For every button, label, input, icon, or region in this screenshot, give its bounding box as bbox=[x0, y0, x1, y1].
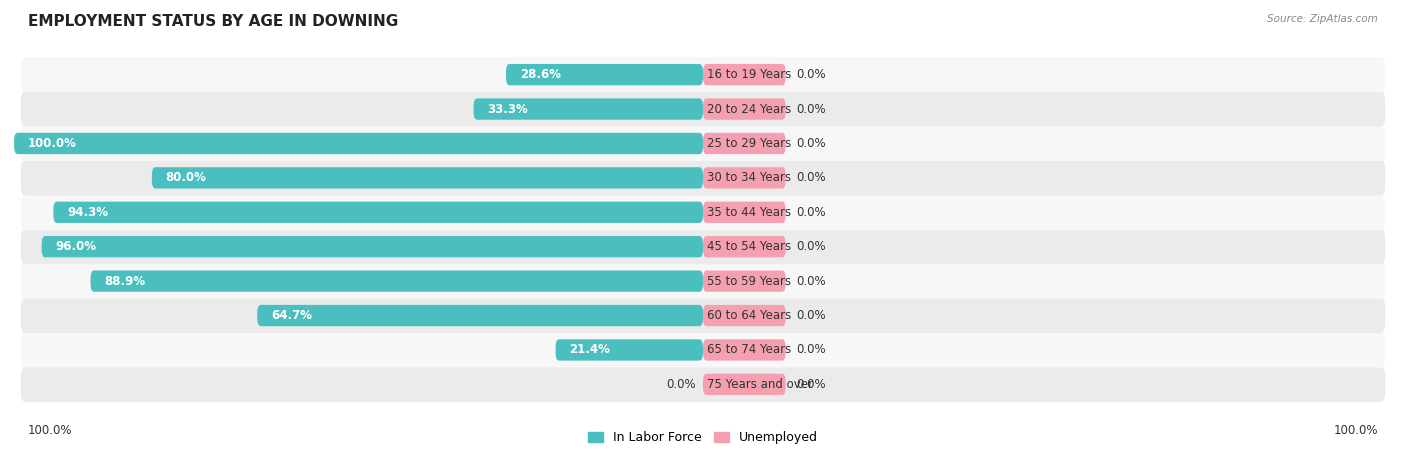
FancyBboxPatch shape bbox=[21, 195, 1385, 230]
FancyBboxPatch shape bbox=[21, 57, 1385, 92]
Text: 0.0%: 0.0% bbox=[797, 309, 827, 322]
Text: 100.0%: 100.0% bbox=[1333, 423, 1378, 436]
Legend: In Labor Force, Unemployed: In Labor Force, Unemployed bbox=[588, 432, 818, 445]
FancyBboxPatch shape bbox=[21, 91, 1385, 126]
Text: 100.0%: 100.0% bbox=[28, 137, 77, 150]
Text: 45 to 54 Years: 45 to 54 Years bbox=[707, 240, 792, 253]
FancyBboxPatch shape bbox=[90, 270, 703, 292]
Text: 65 to 74 Years: 65 to 74 Years bbox=[707, 343, 792, 356]
FancyBboxPatch shape bbox=[703, 236, 786, 257]
FancyBboxPatch shape bbox=[703, 270, 786, 292]
Text: 55 to 59 Years: 55 to 59 Years bbox=[707, 274, 792, 288]
FancyBboxPatch shape bbox=[152, 167, 703, 189]
FancyBboxPatch shape bbox=[703, 339, 786, 360]
FancyBboxPatch shape bbox=[42, 236, 703, 257]
FancyBboxPatch shape bbox=[53, 202, 703, 223]
FancyBboxPatch shape bbox=[703, 133, 786, 154]
FancyBboxPatch shape bbox=[703, 202, 786, 223]
Text: 100.0%: 100.0% bbox=[28, 423, 73, 436]
FancyBboxPatch shape bbox=[257, 305, 703, 326]
Text: 35 to 44 Years: 35 to 44 Years bbox=[707, 206, 792, 219]
FancyBboxPatch shape bbox=[21, 367, 1385, 402]
Text: 0.0%: 0.0% bbox=[797, 378, 827, 391]
Text: 28.6%: 28.6% bbox=[520, 68, 561, 81]
Text: 0.0%: 0.0% bbox=[797, 171, 827, 184]
Text: 0.0%: 0.0% bbox=[666, 378, 696, 391]
FancyBboxPatch shape bbox=[506, 64, 703, 86]
Text: 0.0%: 0.0% bbox=[797, 274, 827, 288]
FancyBboxPatch shape bbox=[21, 333, 1385, 368]
FancyBboxPatch shape bbox=[703, 374, 786, 395]
Text: 30 to 34 Years: 30 to 34 Years bbox=[707, 171, 792, 184]
FancyBboxPatch shape bbox=[21, 160, 1385, 195]
Text: 0.0%: 0.0% bbox=[797, 240, 827, 253]
Text: 80.0%: 80.0% bbox=[166, 171, 207, 184]
Text: 33.3%: 33.3% bbox=[488, 103, 529, 116]
Text: 0.0%: 0.0% bbox=[797, 206, 827, 219]
FancyBboxPatch shape bbox=[703, 167, 786, 189]
Text: 21.4%: 21.4% bbox=[569, 343, 610, 356]
Text: 0.0%: 0.0% bbox=[797, 137, 827, 150]
Text: 0.0%: 0.0% bbox=[797, 103, 827, 116]
FancyBboxPatch shape bbox=[21, 229, 1385, 264]
FancyBboxPatch shape bbox=[703, 64, 786, 86]
Text: 94.3%: 94.3% bbox=[67, 206, 108, 219]
FancyBboxPatch shape bbox=[555, 339, 703, 360]
FancyBboxPatch shape bbox=[474, 99, 703, 120]
FancyBboxPatch shape bbox=[703, 99, 786, 120]
Text: 20 to 24 Years: 20 to 24 Years bbox=[707, 103, 792, 116]
FancyBboxPatch shape bbox=[21, 298, 1385, 333]
Text: 0.0%: 0.0% bbox=[797, 343, 827, 356]
FancyBboxPatch shape bbox=[21, 264, 1385, 299]
Text: 60 to 64 Years: 60 to 64 Years bbox=[707, 309, 792, 322]
Text: 25 to 29 Years: 25 to 29 Years bbox=[707, 137, 792, 150]
Text: 96.0%: 96.0% bbox=[55, 240, 97, 253]
FancyBboxPatch shape bbox=[703, 305, 786, 326]
FancyBboxPatch shape bbox=[21, 126, 1385, 161]
Text: 16 to 19 Years: 16 to 19 Years bbox=[707, 68, 792, 81]
FancyBboxPatch shape bbox=[14, 133, 703, 154]
Text: Source: ZipAtlas.com: Source: ZipAtlas.com bbox=[1267, 14, 1378, 23]
Text: EMPLOYMENT STATUS BY AGE IN DOWNING: EMPLOYMENT STATUS BY AGE IN DOWNING bbox=[28, 14, 398, 28]
Text: 64.7%: 64.7% bbox=[271, 309, 312, 322]
Text: 75 Years and over: 75 Years and over bbox=[707, 378, 813, 391]
Text: 0.0%: 0.0% bbox=[797, 68, 827, 81]
Text: 88.9%: 88.9% bbox=[104, 274, 145, 288]
